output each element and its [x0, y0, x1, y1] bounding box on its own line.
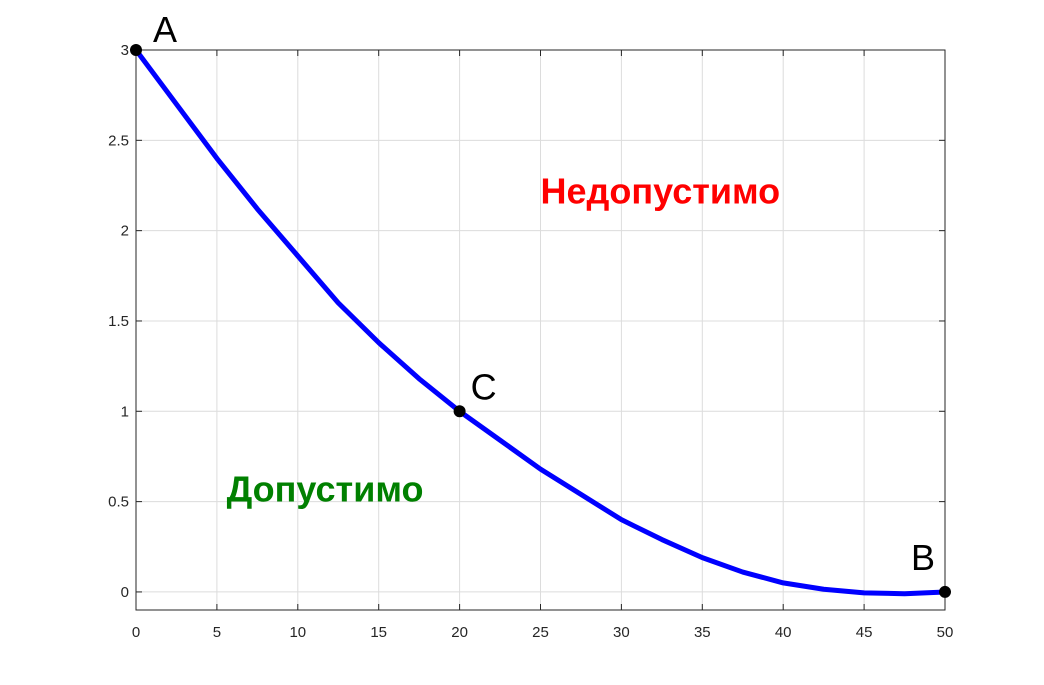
y-tick-label: 1.5	[108, 313, 129, 330]
x-axis-tick-labels: 0 5 10 15 20 25 30 35 40 45 50	[132, 624, 954, 641]
point-marker	[453, 405, 466, 418]
x-tick-label: 25	[532, 624, 549, 641]
region-label: Допустимо	[227, 469, 424, 510]
y-tick-label: 0	[121, 584, 129, 601]
y-tick-label: 3	[121, 42, 129, 59]
annotations-layer: Недопустимо Допустимо	[227, 171, 781, 510]
point-label: A	[153, 9, 177, 50]
x-tick-label: 20	[451, 624, 468, 641]
y-tick-label: 2	[121, 223, 129, 240]
series-layer	[133, 47, 948, 597]
point-marker	[130, 44, 142, 56]
point-label: C	[471, 366, 497, 407]
y-tick-label: 0.5	[108, 494, 129, 511]
grid-lines	[135, 49, 946, 610]
x-tick-label: 10	[289, 624, 306, 641]
x-tick-label: 40	[775, 624, 792, 641]
x-tick-label: 45	[856, 624, 873, 641]
y-tick-label: 1	[121, 403, 129, 420]
x-tick-label: 5	[213, 624, 221, 641]
x-tick-label: 30	[613, 624, 630, 641]
y-tick-label: 2.5	[108, 132, 129, 149]
point-marker	[939, 585, 951, 598]
ticks	[135, 49, 946, 610]
x-tick-label: 50	[937, 624, 954, 641]
points-layer: A C B	[130, 9, 951, 598]
point-label: B	[911, 537, 935, 578]
x-tick-label: 15	[370, 624, 387, 641]
series-line	[133, 47, 948, 597]
y-axis-tick-labels: 0 0.5 1 1.5 2 2.5 3	[108, 42, 129, 601]
region-label: Недопустимо	[541, 171, 781, 212]
x-tick-label: 35	[694, 624, 711, 641]
x-tick-label: 0	[132, 624, 140, 641]
